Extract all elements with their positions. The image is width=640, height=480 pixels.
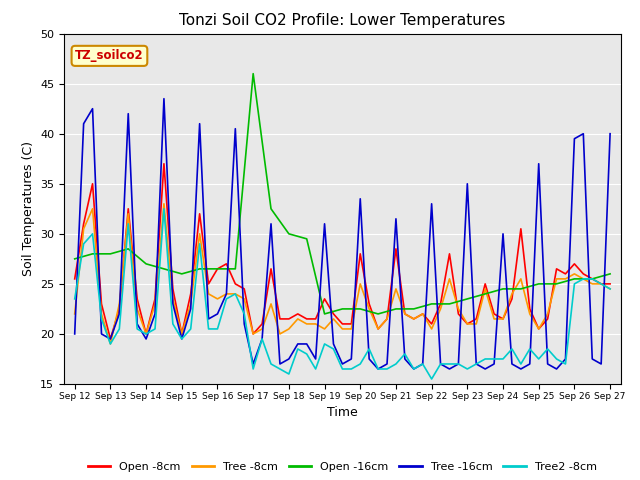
Line: Open -16cm: Open -16cm bbox=[75, 73, 610, 314]
Open -16cm bbox=[285, 231, 292, 237]
Open -16cm bbox=[553, 281, 561, 287]
Tree2 -8cm bbox=[401, 351, 409, 357]
Tree -8cm bbox=[276, 331, 284, 337]
Tree -16cm bbox=[553, 366, 561, 372]
Open -16cm bbox=[339, 306, 346, 312]
Tree -8cm bbox=[606, 286, 614, 292]
Open -16cm bbox=[250, 71, 257, 76]
Open -16cm bbox=[160, 266, 168, 272]
Open -16cm bbox=[89, 251, 97, 257]
Open -16cm bbox=[303, 236, 310, 242]
Open -16cm bbox=[356, 306, 364, 312]
Tree -8cm bbox=[410, 316, 418, 322]
Tree -16cm bbox=[365, 356, 373, 362]
Open -8cm bbox=[553, 266, 561, 272]
Line: Tree -16cm: Tree -16cm bbox=[75, 99, 610, 369]
Tree2 -8cm bbox=[553, 356, 561, 362]
Tree -16cm bbox=[267, 221, 275, 227]
Tree2 -8cm bbox=[160, 206, 168, 212]
Open -16cm bbox=[445, 301, 453, 307]
Tree -16cm bbox=[205, 316, 212, 322]
Tree -8cm bbox=[160, 201, 168, 207]
Tree -16cm bbox=[410, 366, 418, 372]
Open -16cm bbox=[106, 251, 114, 257]
Tree -16cm bbox=[187, 306, 195, 312]
Line: Tree -8cm: Tree -8cm bbox=[75, 204, 610, 344]
Open -16cm bbox=[214, 266, 221, 272]
Title: Tonzi Soil CO2 Profile: Lower Temperatures: Tonzi Soil CO2 Profile: Lower Temperatur… bbox=[179, 13, 506, 28]
Open -16cm bbox=[535, 281, 543, 287]
Tree -16cm bbox=[374, 366, 382, 372]
Tree2 -8cm bbox=[71, 296, 79, 302]
Open -16cm bbox=[178, 271, 186, 277]
Open -8cm bbox=[71, 276, 79, 282]
Open -8cm bbox=[374, 326, 382, 332]
Tree -8cm bbox=[553, 276, 561, 282]
Tree2 -8cm bbox=[606, 286, 614, 292]
Open -16cm bbox=[588, 276, 596, 282]
Line: Open -8cm: Open -8cm bbox=[75, 164, 610, 339]
Open -16cm bbox=[321, 311, 328, 317]
Tree -8cm bbox=[196, 231, 204, 237]
Tree2 -8cm bbox=[187, 326, 195, 332]
Tree2 -8cm bbox=[365, 346, 373, 352]
Open -8cm bbox=[410, 316, 418, 322]
Open -8cm bbox=[606, 281, 614, 287]
Tree -16cm bbox=[606, 131, 614, 137]
Open -8cm bbox=[214, 266, 221, 272]
Open -16cm bbox=[142, 261, 150, 267]
Open -16cm bbox=[428, 301, 435, 307]
Line: Tree2 -8cm: Tree2 -8cm bbox=[75, 209, 610, 379]
Open -8cm bbox=[196, 211, 204, 216]
Open -16cm bbox=[463, 296, 471, 302]
Tree2 -8cm bbox=[428, 376, 435, 382]
Tree -16cm bbox=[71, 331, 79, 337]
Tree2 -8cm bbox=[267, 361, 275, 367]
X-axis label: Time: Time bbox=[327, 406, 358, 419]
Open -16cm bbox=[570, 276, 578, 282]
Tree -8cm bbox=[106, 341, 114, 347]
Open -8cm bbox=[160, 161, 168, 167]
Text: TZ_soilco2: TZ_soilco2 bbox=[75, 49, 144, 62]
Open -16cm bbox=[517, 286, 525, 292]
Open -16cm bbox=[606, 271, 614, 277]
Open -16cm bbox=[392, 306, 400, 312]
Tree -8cm bbox=[71, 311, 79, 317]
Tree -16cm bbox=[160, 96, 168, 102]
Open -8cm bbox=[106, 336, 114, 342]
Open -16cm bbox=[71, 256, 79, 262]
Open -16cm bbox=[374, 311, 382, 317]
Y-axis label: Soil Temperatures (C): Soil Temperatures (C) bbox=[22, 141, 35, 276]
Tree -8cm bbox=[214, 296, 221, 302]
Open -16cm bbox=[481, 291, 489, 297]
Open -16cm bbox=[196, 266, 204, 272]
Tree2 -8cm bbox=[205, 326, 212, 332]
Open -16cm bbox=[232, 266, 239, 272]
Open -16cm bbox=[499, 286, 507, 292]
Tree -8cm bbox=[374, 326, 382, 332]
Open -16cm bbox=[410, 306, 418, 312]
Open -16cm bbox=[124, 246, 132, 252]
Legend: Open -8cm, Tree -8cm, Open -16cm, Tree -16cm, Tree2 -8cm: Open -8cm, Tree -8cm, Open -16cm, Tree -… bbox=[84, 457, 601, 477]
Open -16cm bbox=[267, 206, 275, 212]
Open -8cm bbox=[276, 316, 284, 322]
